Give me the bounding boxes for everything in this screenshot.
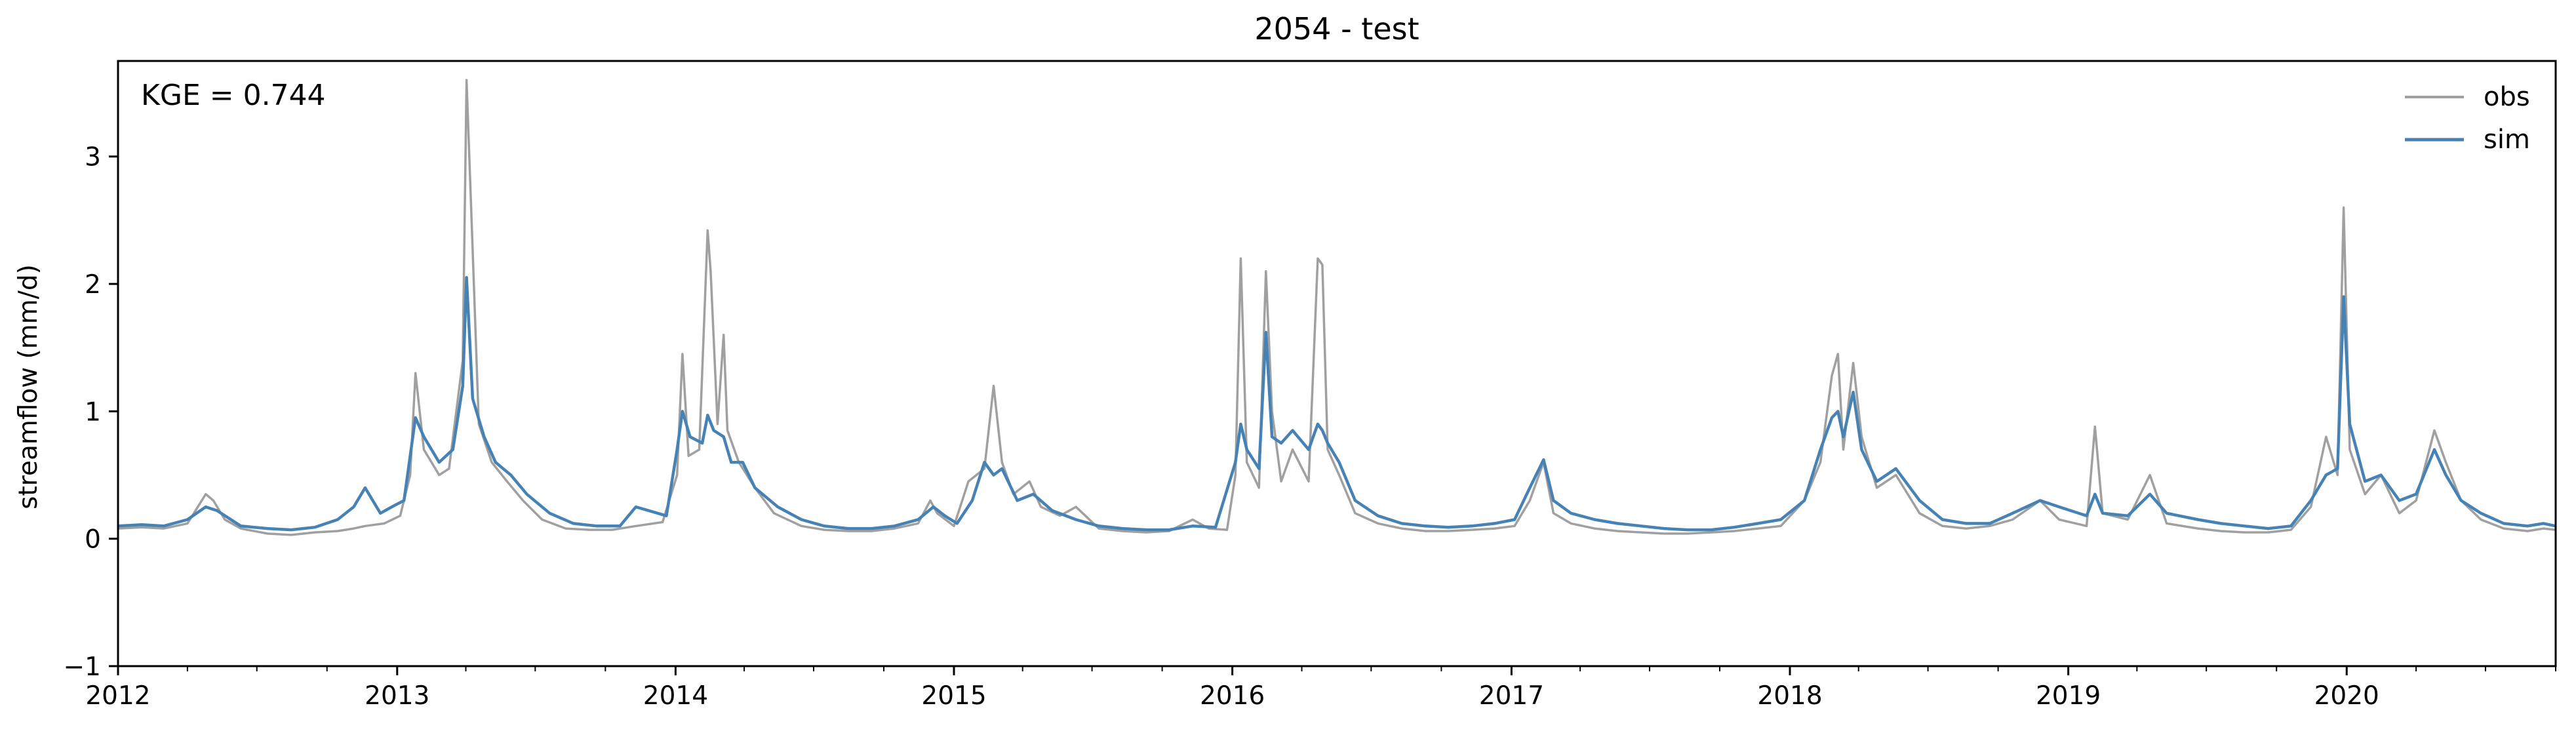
y-tick-label: −1 bbox=[64, 652, 102, 682]
series-layer bbox=[117, 79, 2556, 536]
y-axis-ticks: −1 0 1 2 3 bbox=[64, 143, 118, 682]
x-tick-label: 2019 bbox=[2036, 681, 2101, 711]
plot-frame bbox=[117, 60, 2557, 667]
series-line-sim bbox=[117, 276, 2556, 532]
x-tick-label: 2014 bbox=[643, 681, 708, 711]
y-tick-label: 0 bbox=[85, 525, 101, 555]
x-axis-ticks: 2012 2013 2014 2015 2016 2017 2018 2019 2020 bbox=[85, 666, 2556, 711]
x-tick-label: 2020 bbox=[2314, 681, 2379, 711]
x-tick-label: 2017 bbox=[1479, 681, 1544, 711]
legend: obs sim bbox=[2405, 82, 2530, 155]
legend-sim-label: sim bbox=[2484, 125, 2530, 155]
legend-obs-label: obs bbox=[2484, 82, 2530, 112]
kge-annotation: KGE = 0.744 bbox=[141, 79, 326, 112]
y-tick-label: 3 bbox=[85, 143, 101, 172]
y-tick-label: 2 bbox=[85, 270, 101, 300]
y-axis-label: streamflow (mm/d) bbox=[14, 264, 43, 509]
y-tick-label: 1 bbox=[85, 397, 101, 427]
x-tick-label: 2018 bbox=[1757, 681, 1822, 711]
chart-title: 2054 - test bbox=[1254, 11, 1419, 47]
x-tick-label: 2015 bbox=[921, 681, 986, 711]
x-tick-label: 2016 bbox=[1200, 681, 1265, 711]
x-tick-label: 2013 bbox=[365, 681, 429, 711]
x-tick-label: 2012 bbox=[85, 681, 150, 711]
